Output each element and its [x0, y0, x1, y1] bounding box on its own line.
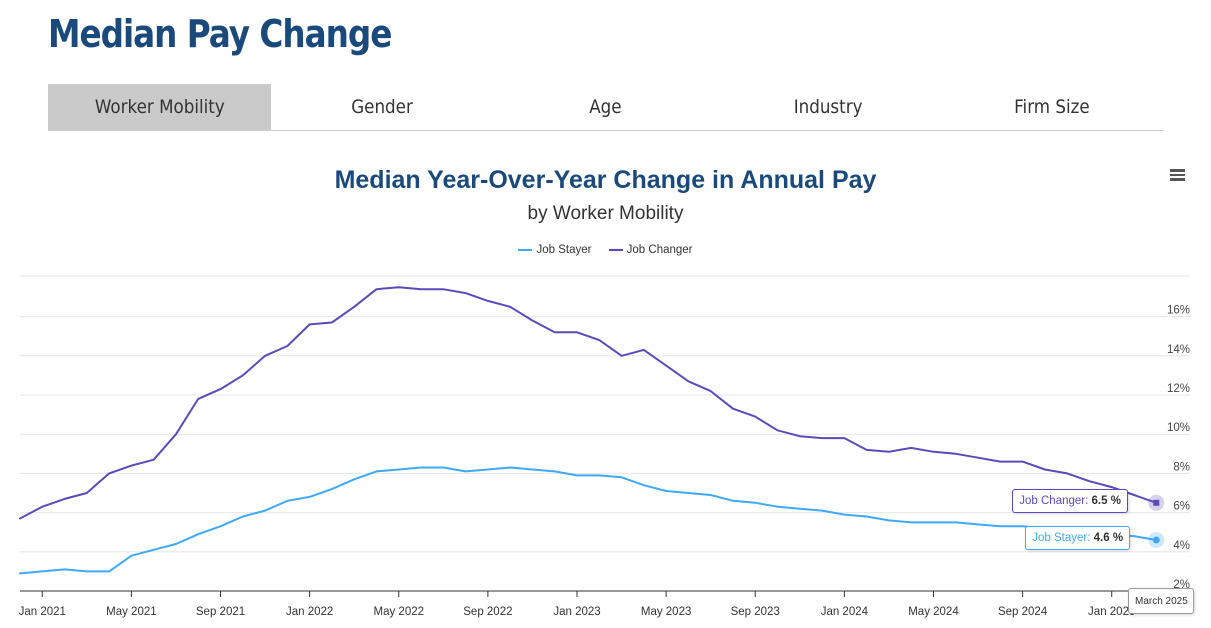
tab-firm-size[interactable]: Firm Size	[940, 84, 1163, 130]
tooltip-stayer-label: Job Stayer:	[1032, 532, 1091, 545]
y-tick-label: 10%	[1167, 422, 1190, 434]
y-tick-label: 14%	[1167, 344, 1190, 356]
tab-label: Gender	[351, 96, 414, 118]
chart-legend: Job Stayer Job Changer	[0, 244, 1211, 256]
x-tick-label: May 2022	[374, 606, 425, 618]
tab-bar: Worker Mobility Gender Age Industry Firm…	[48, 84, 1164, 131]
y-tick-label: 8%	[1173, 461, 1190, 473]
y-tick-label: 12%	[1167, 383, 1190, 395]
tooltip-changer-label: Job Changer:	[1019, 494, 1089, 507]
y-tick-label: 4%	[1173, 540, 1190, 552]
x-tick-label: May 2021	[106, 606, 157, 618]
x-tick-label: Jan 2022	[286, 606, 333, 618]
chart-subtitle: by Worker Mobility	[527, 203, 684, 224]
x-tick-label: Sep 2023	[731, 606, 780, 618]
tab-label: Firm Size	[1013, 96, 1090, 118]
legend-item-job-stayer[interactable]: Job Stayer	[518, 244, 591, 256]
tab-label: Age	[589, 96, 622, 118]
x-tick-label: Jan 2024	[821, 606, 869, 618]
chart-title: Median Year-Over-Year Change in Annual P…	[334, 166, 877, 194]
y-tick-label: 6%	[1173, 501, 1190, 513]
tab-worker-mobility[interactable]: Worker Mobility	[48, 84, 271, 130]
tab-industry[interactable]: Industry	[717, 84, 940, 130]
tab-label: Worker Mobility	[94, 96, 225, 118]
x-tick-label: May 2024	[908, 606, 959, 618]
x-tick-label: May 2023	[641, 606, 692, 618]
hover-marker-changer	[1153, 499, 1160, 506]
tab-age[interactable]: Age	[494, 84, 717, 130]
series-line-job-stayer	[19, 466, 1158, 575]
tab-label: Industry	[794, 96, 863, 118]
tooltip-changer-value: 6.5 %	[1091, 494, 1121, 507]
x-tick-label: Jan 2021	[19, 606, 66, 618]
legend-swatch-changer	[608, 248, 623, 251]
x-tick-label: Jan 2025	[1088, 606, 1135, 618]
x-tick-label: Sep 2021	[196, 606, 245, 618]
tooltip-job-stayer: Job Stayer: 4.6 %	[1025, 526, 1131, 551]
page-title: Median Pay Change	[48, 12, 392, 56]
series-line-job-changer	[19, 286, 1158, 520]
hamburger-menu-icon[interactable]	[1170, 167, 1188, 185]
legend-label-stayer: Job Stayer	[536, 244, 592, 256]
x-tick-label: Sep 2024	[998, 606, 1048, 618]
x-tick-label: Sep 2022	[463, 606, 512, 618]
tooltip-job-changer: Job Changer: 6.5 %	[1012, 488, 1128, 513]
legend-swatch-stayer	[518, 248, 533, 251]
hover-marker-stayer	[1152, 536, 1160, 544]
tab-gender[interactable]: Gender	[271, 84, 494, 130]
tooltip-date: March 2025	[1128, 588, 1194, 614]
legend-item-job-changer[interactable]: Job Changer	[608, 244, 693, 256]
x-tick-label: Jan 2023	[553, 606, 600, 618]
tooltip-stayer-value: 4.6 %	[1093, 532, 1124, 545]
legend-label-changer: Job Changer	[626, 244, 693, 256]
y-tick-label: 16%	[1167, 305, 1190, 317]
